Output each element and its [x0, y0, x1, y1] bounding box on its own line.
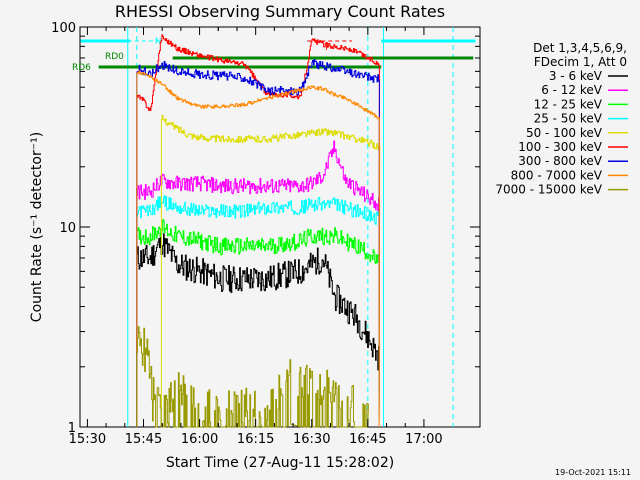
rd6-label: RD6 — [72, 63, 91, 73]
axis-ticks: 15:30 15:45 16:00 16:15 16:30 16:45 17:00 1 10 10… — [51, 21, 480, 447]
timestamp: 19-Oct-2021 15:11 — [555, 468, 631, 477]
legend-label: 3 - 6 keV — [549, 69, 603, 83]
legend-label: 100 - 300 keV — [518, 140, 602, 154]
chart-title: RHESSI Observing Summary Count Rates — [115, 2, 445, 21]
legend-label: 800 - 7000 keV — [511, 168, 603, 182]
x-tick-label: 15:30 — [69, 432, 106, 447]
series-line-7000-15000-kev — [136, 326, 369, 428]
series-line-800-7000-kev — [136, 70, 380, 428]
flare-label: F — [325, 43, 330, 53]
series-line-3-6-kev — [136, 232, 380, 428]
legend-label: 300 - 800 keV — [518, 154, 602, 168]
series-line-12-25-kev — [136, 219, 380, 428]
y-tick-label: 1 — [68, 421, 76, 436]
legend-label: 25 - 50 keV — [534, 112, 603, 126]
legend-label: 7000 - 15000 keV — [495, 183, 602, 197]
series-line-50-100-kev — [160, 114, 381, 428]
legend-label: 12 - 25 keV — [534, 97, 603, 111]
legend-label: 50 - 100 keV — [526, 126, 603, 140]
state-overlay: N F RD0 RD6 — [72, 27, 476, 427]
y-tick-label: 100 — [51, 21, 76, 36]
x-tick-label: 16:15 — [237, 432, 274, 447]
x-tick-label: 15:45 — [125, 432, 162, 447]
y-axis-label: Count Rate (s⁻¹ detector⁻¹) — [29, 132, 45, 322]
legend-label: 6 - 12 keV — [541, 83, 603, 97]
x-tick-label: 17:00 — [405, 432, 442, 447]
x-axis-label: Start Time (27-Aug-11 15:28:02) — [166, 455, 394, 471]
x-tick-label: 16:00 — [181, 432, 218, 447]
legend-header-line-1: Det 1,3,4,5,6,9, — [533, 41, 627, 55]
series-line-6-12-kev — [136, 140, 380, 428]
series-line-25-50-kev — [136, 195, 380, 428]
legend-header-line-2: FDecim 1, Att 0 — [534, 55, 627, 69]
y-tick-label: 10 — [59, 221, 76, 236]
rd0-label: RD0 — [105, 52, 124, 62]
series-line-100-300-kev — [136, 34, 380, 428]
x-tick-label: 16:30 — [293, 432, 330, 447]
x-tick-label: 16:45 — [349, 432, 386, 447]
series-layer — [136, 34, 381, 428]
night-label: N — [155, 37, 162, 47]
series-line-300-800-kev — [136, 59, 380, 428]
